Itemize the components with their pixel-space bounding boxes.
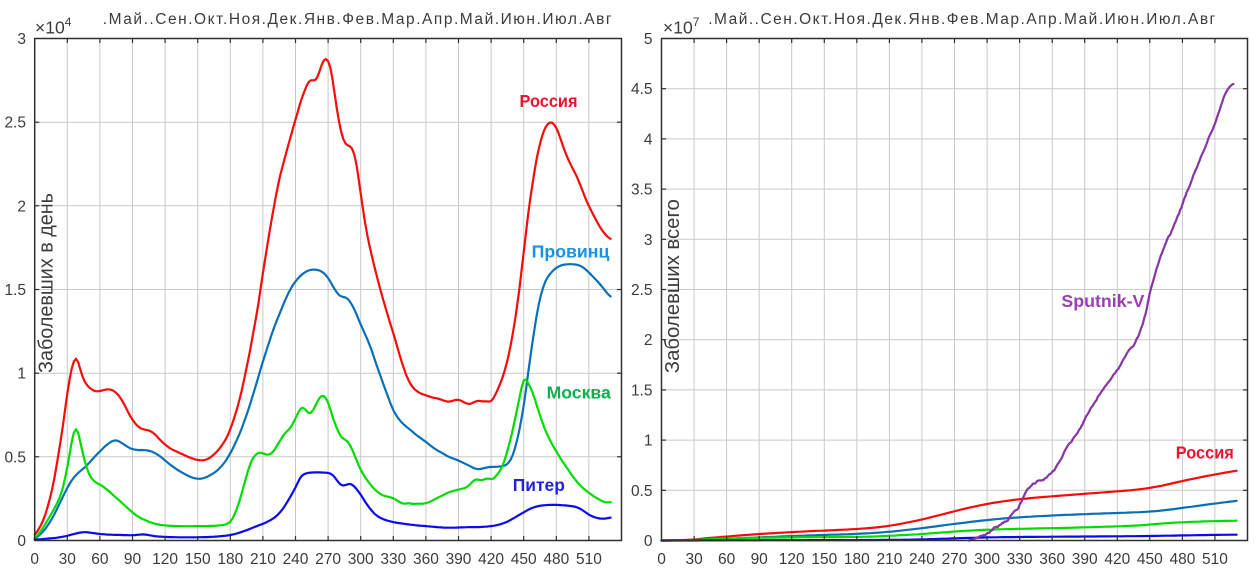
svg-text:120: 120 <box>779 551 805 568</box>
svg-text:420: 420 <box>478 551 504 568</box>
svg-text:1: 1 <box>17 366 26 383</box>
svg-text:60: 60 <box>91 551 109 568</box>
svg-text:2: 2 <box>644 332 653 349</box>
svg-text:1.5: 1.5 <box>631 382 653 399</box>
svg-text:0: 0 <box>644 533 653 550</box>
svg-text:3: 3 <box>644 232 653 249</box>
svg-text:450: 450 <box>511 551 537 568</box>
svg-text:×104: ×104 <box>35 15 72 38</box>
svg-text:210: 210 <box>250 551 276 568</box>
svg-text:240: 240 <box>283 551 309 568</box>
svg-text:330: 330 <box>1007 551 1033 568</box>
svg-text:3.5: 3.5 <box>631 182 653 199</box>
svg-text:300: 300 <box>974 551 1000 568</box>
svg-text:0: 0 <box>30 551 39 568</box>
svg-text:Провинц: Провинц <box>532 242 610 262</box>
svg-text:180: 180 <box>217 551 243 568</box>
svg-text:270: 270 <box>315 551 341 568</box>
svg-text:360: 360 <box>1039 551 1065 568</box>
svg-text:330: 330 <box>380 551 406 568</box>
svg-text:360: 360 <box>413 551 439 568</box>
svg-text:.Май..Сен.Окт.Ноя.Дек.Янв.Фев.: .Май..Сен.Окт.Ноя.Дек.Янв.Фев.Мар.Апр.Ма… <box>103 11 612 28</box>
svg-text:390: 390 <box>1072 551 1098 568</box>
svg-text:180: 180 <box>844 551 870 568</box>
svg-text:240: 240 <box>909 551 935 568</box>
svg-text:Россия: Россия <box>1176 443 1234 463</box>
svg-text:Заболевших в день: Заболевших в день <box>36 193 58 373</box>
svg-text:90: 90 <box>124 551 142 568</box>
svg-text:270: 270 <box>942 551 968 568</box>
svg-text:Заболевших всего: Заболевших всего <box>662 199 684 373</box>
svg-text:450: 450 <box>1137 551 1163 568</box>
svg-text:420: 420 <box>1104 551 1130 568</box>
svg-text:Москва: Москва <box>547 383 611 403</box>
svg-text:.Май..Сен.Окт.Ноя.Дек.Янв.Фев.: .Май..Сен.Окт.Ноя.Дек.Янв.Фев.Мар.Апр.Ма… <box>708 11 1215 28</box>
svg-text:30: 30 <box>59 551 77 568</box>
svg-text:150: 150 <box>811 551 837 568</box>
svg-text:60: 60 <box>718 551 736 568</box>
svg-text:0: 0 <box>657 551 666 568</box>
svg-text:2.5: 2.5 <box>4 115 26 132</box>
svg-text:1: 1 <box>644 433 653 450</box>
svg-text:3: 3 <box>17 31 26 48</box>
svg-text:0.5: 0.5 <box>631 483 653 500</box>
svg-text:1.5: 1.5 <box>4 282 26 299</box>
svg-text:0.5: 0.5 <box>4 449 26 466</box>
svg-text:30: 30 <box>685 551 703 568</box>
svg-text:120: 120 <box>152 551 178 568</box>
svg-text:5: 5 <box>644 31 653 48</box>
svg-text:2: 2 <box>17 198 26 215</box>
svg-text:2.5: 2.5 <box>631 282 653 299</box>
svg-text:510: 510 <box>576 551 602 568</box>
svg-text:480: 480 <box>543 551 569 568</box>
svg-text:300: 300 <box>348 551 374 568</box>
svg-text:510: 510 <box>1202 551 1228 568</box>
svg-text:0: 0 <box>17 533 26 550</box>
svg-text:4.5: 4.5 <box>631 81 653 98</box>
svg-text:Sputnik-V: Sputnik-V <box>1061 291 1144 311</box>
svg-text:×107: ×107 <box>663 15 700 38</box>
svg-text:Россия: Россия <box>520 91 578 111</box>
svg-text:150: 150 <box>185 551 211 568</box>
svg-text:480: 480 <box>1169 551 1195 568</box>
svg-text:Питер: Питер <box>513 475 565 495</box>
svg-text:90: 90 <box>751 551 769 568</box>
svg-text:390: 390 <box>446 551 472 568</box>
svg-text:4: 4 <box>644 131 653 148</box>
svg-text:210: 210 <box>876 551 902 568</box>
